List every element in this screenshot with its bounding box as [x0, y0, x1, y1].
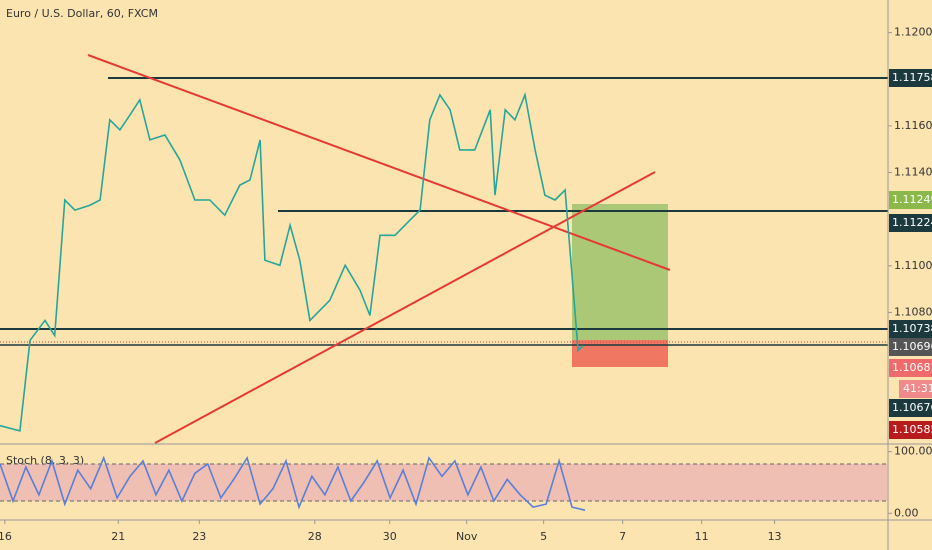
price-tag: 1.10676 — [889, 399, 932, 417]
x-tick-label: 23 — [192, 530, 206, 543]
target-zone — [572, 204, 668, 340]
price-tag: 1.10585 — [889, 421, 932, 439]
x-tick-label: 11 — [695, 530, 709, 543]
x-tick-label: 16 — [0, 530, 12, 543]
price-tag-label: 1.11758 — [892, 71, 932, 84]
y-tick-label: 100.00 — [894, 445, 932, 458]
price-tag-label: 1.10676 — [892, 401, 932, 414]
y-tick-label: 1.10800 — [894, 305, 932, 318]
y-tick-label: 1.11400 — [894, 166, 932, 179]
price-tag: 1.11249 — [889, 191, 932, 209]
price-tag-bg — [889, 399, 932, 417]
x-tick-label: 21 — [111, 530, 125, 543]
countdown-tag: 41:31 — [899, 380, 932, 398]
chart-title: Euro / U.S. Dollar, 60, FXCM — [6, 7, 158, 20]
price-tag-label: 1.10696 — [892, 340, 932, 353]
trend-line — [87, 54, 671, 271]
price-tag-label: 1.10585 — [892, 423, 932, 436]
price-tag: 1.10738 — [889, 320, 932, 338]
trend-line — [154, 171, 656, 444]
price-tag: 1.11224 — [889, 214, 932, 232]
countdown-bg — [899, 380, 932, 398]
series-line — [0, 92, 584, 432]
band — [0, 464, 888, 501]
price-tag-bg — [889, 214, 932, 232]
price-tag: 1.11758 — [889, 69, 932, 87]
price-tag-label: 1.11224 — [892, 216, 932, 229]
price-tag-bg — [889, 191, 932, 209]
price-tag-bg — [889, 359, 932, 377]
y-tick-label: 0.00 — [894, 506, 919, 519]
price-tag-bg — [889, 421, 932, 439]
price-tag: 1.10696 — [889, 338, 932, 356]
x-tick-label: 30 — [383, 530, 397, 543]
price-tag-bg — [889, 69, 932, 87]
x-tick-label: 7 — [619, 530, 626, 543]
x-tick-label: 28 — [308, 530, 322, 543]
x-tick-label: Nov — [456, 530, 478, 543]
countdown-label: 41:31 — [903, 382, 932, 395]
stop-zone — [572, 340, 668, 367]
x-tick-label: 5 — [540, 530, 547, 543]
y-tick-label: 1.11600 — [894, 119, 932, 132]
price-tag-bg — [889, 320, 932, 338]
price-tag-bg — [889, 338, 932, 356]
series-line — [0, 455, 586, 511]
x-tick-label: 13 — [768, 530, 782, 543]
price-tag-label: 1.10738 — [892, 322, 932, 335]
price-tag-label: 1.11249 — [892, 193, 932, 206]
y-tick-label: 1.12000 — [894, 26, 932, 39]
y-tick-label: 1.11000 — [894, 259, 932, 272]
